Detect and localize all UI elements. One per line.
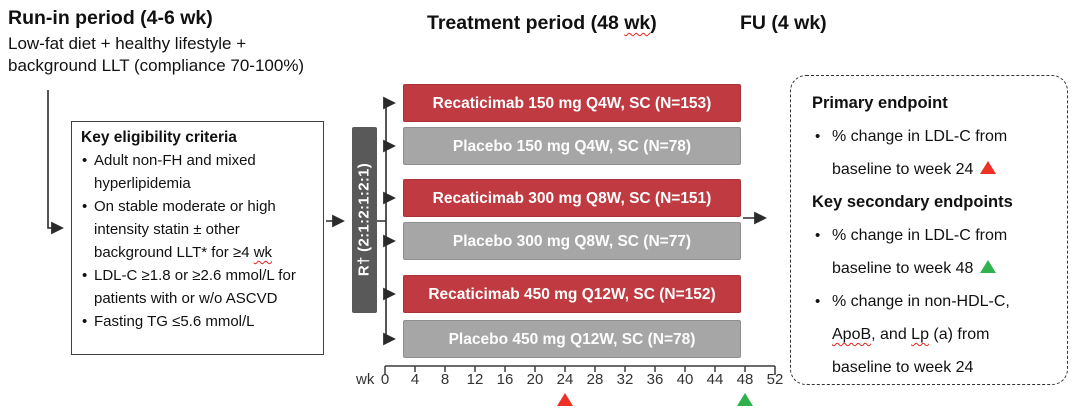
secondary-endpoint-2-line2: ApoB, and Lp (a) from	[832, 318, 1055, 351]
arm-bar-recaticimab-150: Recaticimab 150 mg Q4W, SC (N=153)	[403, 84, 741, 122]
arm-bar-recaticimab-300: Recaticimab 300 mg Q8W, SC (N=151)	[403, 179, 741, 217]
tick-label-36: 36	[646, 371, 664, 388]
followup-title: FU (4 wk)	[740, 12, 827, 34]
eligibility-title: Key eligibility criteria	[81, 129, 237, 146]
primary-endpoint-line2: baseline to week 24	[832, 153, 1055, 186]
secondary-endpoint-2-mid-text: , and	[871, 326, 912, 343]
treatment-period-title: Treatment period (48 wk)	[427, 12, 657, 35]
tick-label-32: 32	[616, 371, 634, 388]
tick-label-0: 0	[380, 371, 390, 388]
runin-line2: background LLT (compliance 70-100%)	[8, 56, 305, 75]
secondary-endpoint-2-post-text: (a) from	[928, 326, 990, 343]
primary-endpoint-line1: % change in LDL-C from	[832, 128, 1008, 145]
eligibility-item-3: LDL-C ≥1.8 or ≥2.6 mmol/L for patients w…	[81, 264, 315, 310]
primary-endpoint-title: Primary endpoint	[812, 94, 948, 112]
treatment-title-misspelled-word: wk	[624, 12, 651, 34]
tick-label-40: 40	[676, 371, 694, 388]
arm-bar-placebo-150: Placebo 150 mg Q4W, SC (N=78)	[403, 127, 741, 165]
tick-label-44: 44	[706, 371, 724, 388]
secondary-endpoints-title: Key secondary endpoints	[812, 193, 1013, 211]
tick-label-48: 48	[736, 371, 754, 388]
arm-bar-placebo-300: Placebo 300 mg Q8W, SC (N=77)	[403, 222, 741, 260]
secondary-endpoint-bullet-2: % change in non-HDL-C, ApoB, and Lp (a) …	[812, 285, 1055, 384]
runin-elbow-arrow	[47, 90, 64, 235]
secondary-endpoint-week-marker-icon	[737, 393, 753, 406]
eligibility-item-2-misspelled-word: wk	[253, 244, 273, 261]
apob-misspelled-word: ApoB	[832, 326, 872, 343]
eligibility-item-2-text: On stable moderate or high intensity sta…	[94, 198, 276, 261]
eligibility-item-4: Fasting TG ≤5.6 mmol/L	[81, 310, 315, 333]
tick-label-8: 8	[440, 371, 450, 388]
arm-bar-recaticimab-450: Recaticimab 450 mg Q12W, SC (N=152)	[403, 275, 741, 313]
secondary-endpoint-2-line1: % change in non-HDL-C,	[832, 293, 1010, 310]
red-triangle-icon	[980, 161, 997, 174]
primary-endpoint-line2-text: baseline to week 24	[832, 161, 974, 178]
runin-line1: Low-fat diet + healthy lifestyle +	[8, 34, 247, 53]
tick-label-16: 16	[496, 371, 514, 388]
arm-bar-placebo-450: Placebo 450 mg Q12W, SC (N=78)	[403, 320, 741, 358]
tick-label-28: 28	[586, 371, 604, 388]
randomization-block	[352, 127, 377, 313]
primary-endpoint-week-marker-icon	[557, 393, 573, 406]
tick-label-4: 4	[410, 371, 420, 388]
secondary-endpoint-2-line3: baseline to week 24	[832, 359, 974, 376]
eligibility-list: Adult non-FH and mixed hyperlipidemia On…	[81, 149, 315, 333]
treatment-title-close: )	[650, 12, 657, 34]
tick-label-24: 24	[556, 371, 574, 388]
secondary-endpoint-1-line1: % change in LDL-C from	[832, 227, 1008, 244]
endpoints-box: Primary endpoint % change in LDL-C from …	[790, 75, 1068, 385]
secondary-endpoint-bullet-1: % change in LDL-C from baseline to week …	[812, 219, 1055, 285]
green-triangle-icon	[980, 260, 997, 273]
secondary-endpoint-1-line2-text: baseline to week 48	[832, 260, 974, 277]
eligibility-item-1: Adult non-FH and mixed hyperlipidemia	[81, 149, 315, 195]
randomization-spine	[377, 103, 387, 339]
eligibility-item-2: On stable moderate or high intensity sta…	[81, 195, 315, 264]
tick-label-20: 20	[526, 371, 544, 388]
randomization-ratio-label: R† (2:1:2:1:2:1)	[355, 162, 373, 277]
secondary-endpoint-1-line2: baseline to week 48	[832, 252, 1055, 285]
tick-label-52: 52	[766, 371, 784, 388]
week-axis-unit-label: wk	[356, 371, 375, 388]
eligibility-criteria-box: Key eligibility criteria Adult non-FH an…	[71, 121, 324, 355]
runin-period-title: Run-in period (4-6 wk)	[8, 7, 213, 29]
primary-endpoint-bullet: % change in LDL-C from baseline to week …	[812, 120, 1055, 186]
tick-label-12: 12	[466, 371, 484, 388]
lp-misspelled-word: Lp	[911, 326, 929, 343]
treatment-title-text: Treatment period (48	[427, 12, 625, 34]
